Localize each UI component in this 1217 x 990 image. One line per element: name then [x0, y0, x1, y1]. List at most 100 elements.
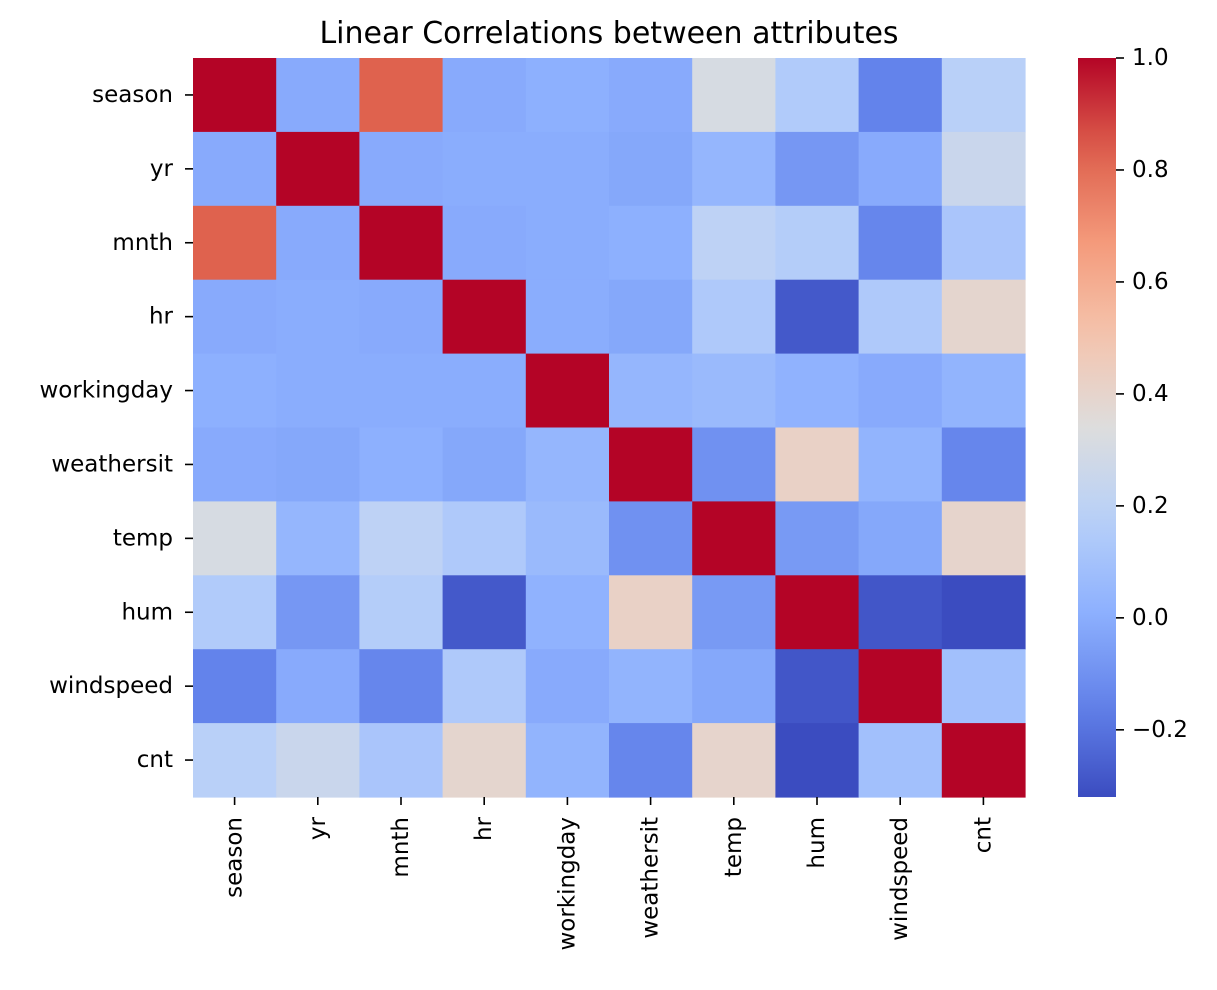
colorbar-tick-label: 1.0 — [1132, 45, 1169, 71]
heatmap-cell-mnth-cnt — [941, 205, 1026, 281]
heatmap-cell-hr-hum — [775, 279, 860, 355]
heatmap-cell-workingday-hum — [775, 353, 860, 429]
x-tick-label-temp: temp — [721, 817, 747, 877]
heatmap-cell-workingday-yr — [276, 353, 360, 429]
x-tick-label-season: season — [222, 817, 248, 898]
heatmap-cell-mnth-hum — [775, 205, 860, 281]
heatmap-cell-mnth-workingday — [525, 205, 610, 281]
heatmap-cell-cnt-workingday — [525, 723, 610, 798]
heatmap-cell-weathersit-season — [193, 427, 277, 502]
x-tick-label-weathersit: weathersit — [638, 817, 664, 939]
heatmap-cell-workingday-weathersit — [609, 353, 693, 429]
heatmap-cell-windspeed-windspeed — [858, 649, 943, 724]
heatmap-cell-temp-temp — [692, 501, 776, 576]
heatmap-cell-yr-hum — [775, 131, 860, 207]
heatmap-cell-hr-hr — [442, 279, 527, 355]
heatmap-cell-weathersit-temp — [692, 427, 776, 502]
heatmap-cell-season-workingday — [525, 58, 610, 133]
heatmap-cell-workingday-season — [193, 353, 277, 429]
x-tick-label-windspeed: windspeed — [887, 817, 913, 941]
y-tick-label-weathersit: weathersit — [51, 451, 173, 477]
heatmap-cell-season-season — [193, 58, 277, 133]
heatmap-cell-hum-yr — [276, 575, 360, 650]
heatmap-cell-cnt-temp — [692, 723, 776, 798]
heatmap-cell-cnt-season — [193, 723, 277, 798]
x-tick-label-cnt: cnt — [970, 817, 996, 853]
heatmap-cell-yr-weathersit — [609, 131, 693, 207]
heatmap-cell-workingday-hr — [442, 353, 527, 429]
y-tick-label-windspeed: windspeed — [49, 673, 173, 699]
heatmap-cell-season-hr — [442, 58, 527, 133]
y-tick-label-cnt: cnt — [137, 747, 173, 773]
heatmap-cell-cnt-yr — [276, 723, 360, 798]
heatmap-cell-temp-yr — [276, 501, 360, 576]
heatmap-cell-temp-hr — [442, 501, 527, 576]
y-tick-label-yr: yr — [150, 156, 174, 182]
heatmap-cell-season-mnth — [359, 58, 444, 133]
heatmap-cell-workingday-workingday — [525, 353, 610, 429]
heatmap-cell-yr-windspeed — [858, 131, 943, 207]
heatmap-cell-windspeed-hum — [775, 649, 860, 724]
heatmap-cell-weathersit-cnt — [941, 427, 1026, 502]
heatmap-cell-yr-hr — [442, 131, 527, 207]
heatmap-cell-windspeed-yr — [276, 649, 360, 724]
colorbar-tick-label: 0.0 — [1132, 605, 1169, 631]
heatmap-cell-weathersit-weathersit — [609, 427, 693, 502]
heatmap-cell-workingday-mnth — [359, 353, 444, 429]
x-tick-label-yr: yr — [305, 816, 331, 840]
heatmap-cell-season-windspeed — [858, 58, 943, 133]
heatmap-cell-mnth-hr — [442, 205, 527, 281]
chart-title: Linear Correlations between attributes — [319, 16, 898, 51]
heatmap-cell-yr-workingday — [525, 131, 610, 207]
heatmap-cell-mnth-mnth — [359, 205, 444, 281]
heatmap-cell-hum-windspeed — [858, 575, 943, 650]
heatmap-cell-windspeed-season — [193, 649, 277, 724]
colorbar-gradient — [1078, 58, 1116, 797]
heatmap-cell-hr-workingday — [525, 279, 610, 355]
heatmap-cell-windspeed-mnth — [359, 649, 444, 724]
heatmap-cell-season-weathersit — [609, 58, 693, 133]
heatmap-cell-temp-windspeed — [858, 501, 943, 576]
heatmap-cell-hr-season — [193, 279, 277, 355]
y-tick-label-temp: temp — [113, 525, 173, 551]
heatmap-cell-season-yr — [276, 58, 360, 133]
x-tick-label-mnth: mnth — [388, 817, 414, 878]
heatmap-cell-weathersit-windspeed — [858, 427, 943, 502]
heatmap-cell-hr-windspeed — [858, 279, 943, 355]
heatmap-cell-season-temp — [692, 58, 776, 133]
heatmap-cell-hr-cnt — [941, 279, 1026, 355]
heatmap-cell-season-cnt — [941, 58, 1026, 133]
heatmap-cell-windspeed-weathersit — [609, 649, 693, 724]
heatmap-cell-cnt-hr — [442, 723, 527, 798]
heatmap-cell-hum-workingday — [525, 575, 610, 650]
heatmap-cell-weathersit-hum — [775, 427, 860, 502]
heatmap-cell-temp-hum — [775, 501, 860, 576]
heatmap-cell-cnt-mnth — [359, 723, 444, 798]
heatmap-cell-hum-season — [193, 575, 277, 650]
heatmap-cell-workingday-cnt — [941, 353, 1026, 429]
heatmap-cell-hum-weathersit — [609, 575, 693, 650]
heatmap-cell-hum-hum — [775, 575, 860, 650]
heatmap-cell-hum-mnth — [359, 575, 444, 650]
heatmap-cell-yr-temp — [692, 131, 776, 207]
heatmap-cell-workingday-windspeed — [858, 353, 943, 429]
heatmap-cell-hr-temp — [692, 279, 776, 355]
heatmap-cell-mnth-season — [193, 205, 277, 281]
colorbar-tick-label: 0.4 — [1132, 381, 1169, 407]
x-tick-labels: season yr mnth hr workingday weathersit temp hu… — [222, 797, 996, 951]
heatmap-cell-mnth-windspeed — [858, 205, 943, 281]
heatmap-cell-windspeed-workingday — [525, 649, 610, 724]
y-tick-label-hr: hr — [149, 304, 174, 330]
colorbar-tick-label: 0.6 — [1132, 269, 1169, 295]
heatmap-cell-weathersit-yr — [276, 427, 360, 502]
heatmap-cell-yr-yr — [276, 131, 360, 207]
heatmap-cell-season-hum — [775, 58, 860, 133]
heatmap-cell-windspeed-hr — [442, 649, 527, 724]
heatmap-cell-temp-cnt — [941, 501, 1026, 576]
colorbar-tick-label: 0.2 — [1132, 493, 1169, 519]
heatmap-cell-hum-hr — [442, 575, 527, 650]
heatmap-cell-yr-season — [193, 131, 277, 207]
x-tick-label-hr: hr — [471, 816, 497, 841]
heatmap-cell-windspeed-temp — [692, 649, 776, 724]
